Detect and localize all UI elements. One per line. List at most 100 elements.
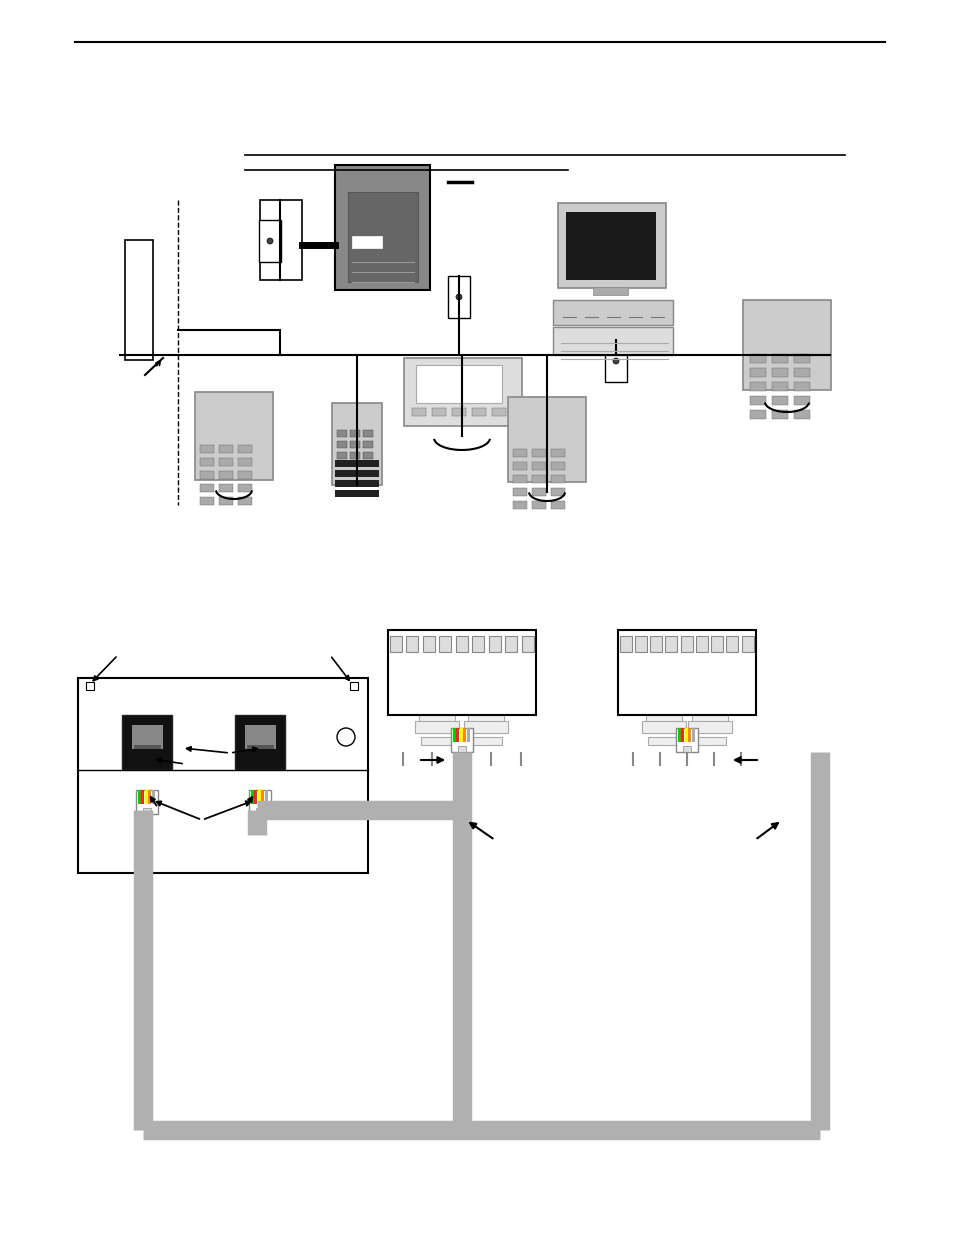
Bar bbox=[265, 790, 268, 804]
Bar bbox=[260, 200, 302, 280]
Bar bbox=[742, 300, 830, 390]
Bar bbox=[456, 636, 468, 652]
Bar bbox=[693, 737, 725, 745]
Bar bbox=[136, 790, 158, 814]
Bar bbox=[403, 358, 521, 426]
Bar bbox=[261, 790, 264, 804]
Bar bbox=[678, 727, 680, 742]
Bar bbox=[350, 682, 357, 690]
Bar bbox=[771, 382, 787, 391]
Bar bbox=[635, 636, 646, 652]
Bar bbox=[152, 790, 154, 804]
Bar bbox=[467, 727, 470, 742]
Bar bbox=[132, 725, 163, 748]
Bar bbox=[422, 636, 435, 652]
Circle shape bbox=[336, 727, 355, 746]
Bar bbox=[200, 458, 213, 466]
Bar bbox=[420, 737, 453, 745]
Bar bbox=[532, 450, 545, 457]
Bar bbox=[234, 715, 285, 769]
Circle shape bbox=[613, 358, 618, 364]
Bar bbox=[219, 458, 233, 466]
Bar bbox=[749, 368, 765, 377]
Bar bbox=[641, 721, 685, 734]
Bar bbox=[350, 441, 359, 448]
Bar bbox=[553, 327, 672, 354]
Bar bbox=[771, 368, 787, 377]
Bar bbox=[532, 501, 545, 509]
Bar bbox=[336, 430, 347, 437]
Bar bbox=[336, 452, 347, 459]
Bar bbox=[138, 790, 141, 804]
Bar bbox=[335, 471, 378, 477]
Bar bbox=[237, 445, 252, 453]
Bar bbox=[335, 165, 430, 290]
Bar bbox=[558, 203, 665, 288]
Bar bbox=[771, 410, 787, 419]
Bar bbox=[335, 490, 378, 496]
Bar bbox=[647, 737, 679, 745]
Bar bbox=[472, 408, 485, 416]
Bar bbox=[565, 212, 656, 280]
Bar bbox=[793, 396, 809, 405]
Bar bbox=[352, 236, 381, 248]
Bar bbox=[149, 790, 152, 804]
Bar bbox=[448, 275, 470, 317]
Bar bbox=[645, 713, 681, 722]
Bar bbox=[406, 636, 417, 652]
Bar bbox=[432, 408, 446, 416]
Bar bbox=[551, 501, 564, 509]
Bar bbox=[143, 808, 151, 814]
Bar bbox=[219, 484, 233, 492]
Bar bbox=[219, 496, 233, 505]
Bar bbox=[684, 727, 687, 742]
Bar bbox=[593, 287, 627, 295]
Bar bbox=[86, 682, 94, 690]
Bar bbox=[771, 396, 787, 405]
Bar bbox=[470, 737, 501, 745]
Bar bbox=[532, 462, 545, 471]
Bar bbox=[335, 480, 378, 487]
Bar bbox=[219, 445, 233, 453]
Bar bbox=[472, 636, 483, 652]
Bar bbox=[504, 636, 517, 652]
Bar bbox=[237, 458, 252, 466]
Bar bbox=[749, 410, 765, 419]
Bar bbox=[255, 808, 264, 814]
Bar bbox=[793, 382, 809, 391]
Bar bbox=[521, 636, 534, 652]
Bar bbox=[245, 725, 275, 748]
Bar bbox=[513, 475, 526, 483]
Bar bbox=[532, 488, 545, 496]
Bar bbox=[457, 746, 465, 752]
Bar bbox=[687, 721, 731, 734]
Bar bbox=[249, 790, 271, 814]
Bar bbox=[145, 790, 148, 804]
Bar bbox=[507, 396, 585, 482]
Bar bbox=[237, 496, 252, 505]
Bar bbox=[219, 471, 233, 479]
Circle shape bbox=[456, 294, 461, 300]
Bar bbox=[200, 484, 213, 492]
Bar bbox=[604, 340, 626, 382]
Bar bbox=[741, 636, 753, 652]
Bar bbox=[749, 396, 765, 405]
Bar bbox=[133, 745, 161, 748]
Bar bbox=[691, 727, 695, 742]
Bar bbox=[749, 354, 765, 363]
Bar bbox=[463, 727, 466, 742]
Bar bbox=[696, 636, 707, 652]
Bar bbox=[388, 630, 536, 715]
Bar bbox=[332, 403, 381, 485]
Bar bbox=[200, 471, 213, 479]
Bar bbox=[415, 721, 458, 734]
Bar bbox=[438, 636, 451, 652]
Bar bbox=[691, 713, 727, 722]
Bar bbox=[237, 471, 252, 479]
Bar bbox=[688, 727, 691, 742]
Bar bbox=[649, 636, 661, 652]
Bar bbox=[664, 636, 677, 652]
Bar bbox=[553, 300, 672, 325]
Bar bbox=[335, 459, 378, 467]
Bar bbox=[418, 713, 455, 722]
